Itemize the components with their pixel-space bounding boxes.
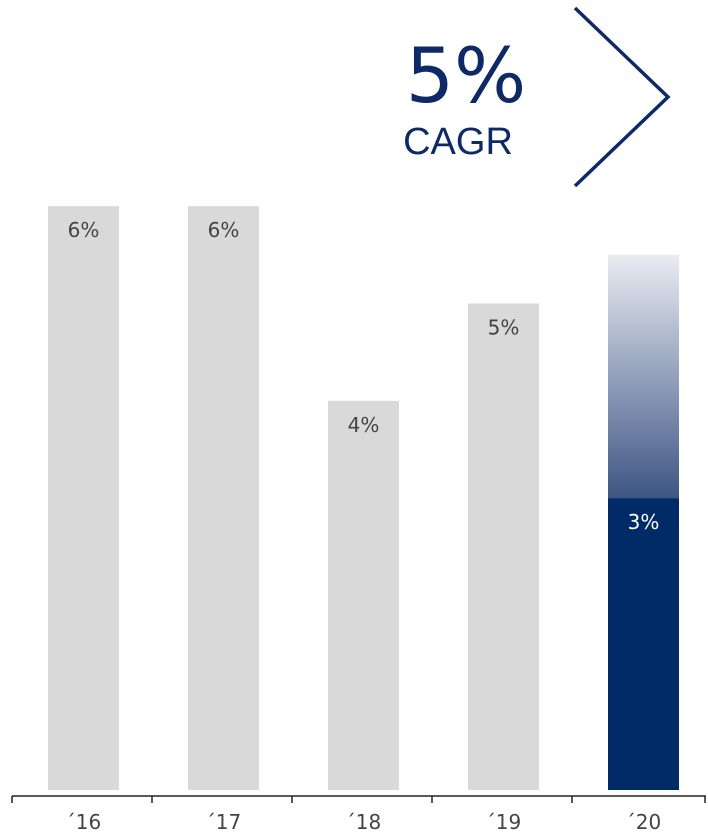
data-label-4: 5% (488, 316, 520, 340)
x-axis: ´16 ´17 ´18 ´19 ´20 (11, 795, 706, 834)
cagr-value: 5% (406, 31, 527, 120)
chevron-right-icon (573, 6, 671, 188)
data-label-5: 3% (628, 510, 660, 534)
x-tick-label-3: ´18 (346, 810, 381, 834)
cagr-label: CAGR (403, 121, 513, 163)
data-label-3: 4% (348, 413, 380, 437)
data-label-2: 6% (208, 218, 240, 242)
x-tick-label-2: ´17 (206, 810, 241, 834)
bar-2 (188, 206, 259, 790)
x-tick-label-1: ´16 (66, 810, 101, 834)
bar-3 (328, 400, 399, 790)
bar-1 (48, 206, 119, 790)
data-labels-layer: 6% 6% 4% 5% 3% (68, 218, 660, 534)
bar-5 (608, 498, 679, 790)
bars-layer (48, 206, 679, 790)
x-tick-label-5: ´20 (626, 810, 661, 834)
bar-projection-5 (608, 254, 679, 499)
cagr-callout: 5% CAGR (403, 6, 671, 188)
bar-4 (468, 303, 539, 790)
x-tick-label-4: ´19 (486, 810, 521, 834)
data-label-1: 6% (68, 218, 100, 242)
